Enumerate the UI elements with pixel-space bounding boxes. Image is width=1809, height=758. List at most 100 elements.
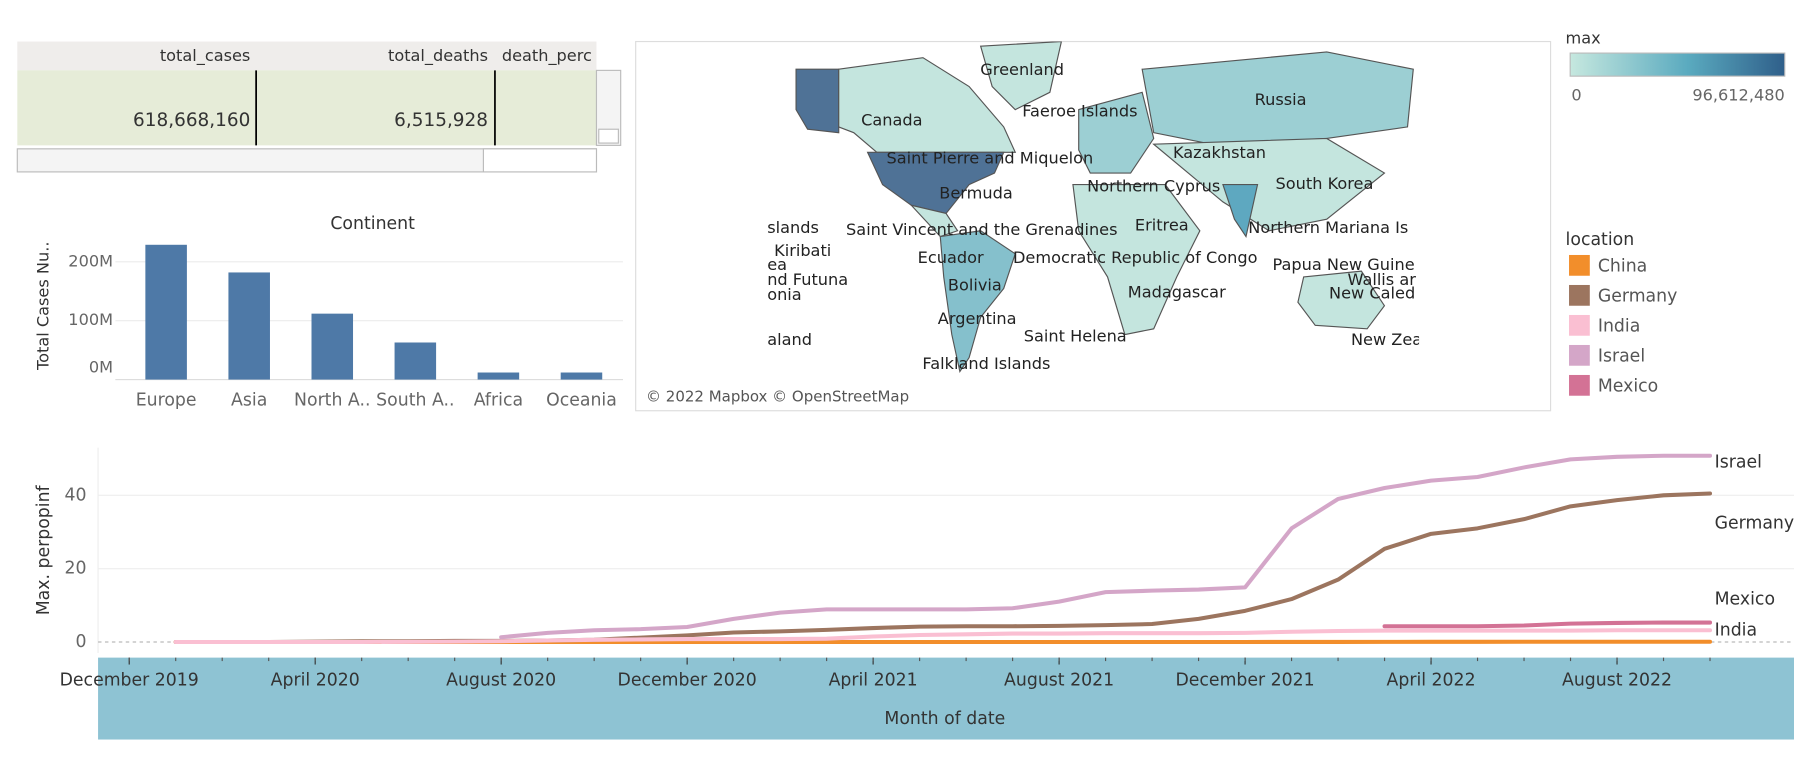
legend-label: China: [1598, 257, 1647, 277]
russia: [1141, 51, 1414, 145]
central-america: [909, 204, 959, 238]
table-cell: 618,668,160: [133, 110, 250, 131]
map-label: Papua New Guine: [1273, 255, 1415, 274]
x-tick-label: Africa: [474, 390, 523, 410]
map-label: Russia: [1255, 90, 1307, 109]
usa: [866, 151, 1005, 215]
map-label: Bermuda: [939, 183, 1012, 202]
africa: [1072, 184, 1201, 336]
bar: [228, 272, 270, 380]
legend-label: Germany: [1598, 287, 1678, 307]
x-tick-label: August 2020: [446, 671, 556, 691]
end-label: Germany: [1715, 513, 1795, 533]
map-label: Northern Mariana Is: [1248, 218, 1408, 237]
y-tick-label: 0M: [89, 358, 113, 377]
map-label: Saint Pierre and Miquelon: [887, 149, 1094, 168]
x-tick-label: Europe: [136, 390, 197, 410]
column-header: total_cases: [160, 46, 251, 66]
map-labels: Greenland Canada Faeroe Islands Russia Saint…: [767, 60, 1422, 373]
end-label: Mexico: [1715, 589, 1775, 609]
legend-swatch: [1569, 314, 1590, 336]
legend-label: Mexico: [1598, 376, 1658, 396]
map-label: South Korea: [1276, 174, 1374, 193]
map-attribution: © 2022 Mapbox © OpenStreetMap: [646, 387, 909, 405]
x-tick-label: December 2021: [1175, 671, 1314, 691]
x-tick-label: Asia: [231, 390, 267, 410]
line-series: [173, 491, 1713, 645]
color-legend: max: [1566, 29, 1786, 77]
map-label: Falkland Islands: [922, 354, 1050, 373]
table-cell: 6,515,928: [394, 110, 488, 131]
x-tick-label: August 2022: [1562, 671, 1672, 691]
y-tick-label: 200M: [68, 251, 113, 270]
map-land: [795, 41, 1414, 373]
legend-label: Israel: [1598, 347, 1645, 367]
map-label: aland: [767, 330, 812, 349]
map-label: New Caled: [1329, 284, 1415, 303]
map-label: Northern Cyprus: [1087, 176, 1220, 195]
y-tick-label: 40: [65, 485, 87, 505]
canada: [838, 57, 1017, 153]
bar: [145, 244, 187, 380]
table-header: [17, 41, 597, 71]
map-label: Kazakhstan: [1173, 143, 1266, 162]
map-label: Greenland: [980, 60, 1064, 79]
legend-swatch: [1569, 344, 1590, 366]
legend-swatch: [1569, 374, 1590, 396]
legend-swatch: [1569, 284, 1590, 306]
column-header: death_perc: [502, 46, 592, 66]
map-label: Democratic Republic of Congo: [1013, 248, 1257, 267]
map-label: Wallis ar: [1348, 270, 1417, 289]
europe: [1078, 91, 1155, 174]
color-tick-label: 96,612,480: [1692, 85, 1784, 104]
map-label: Canada: [861, 111, 922, 130]
map-label: Eritrea: [1135, 216, 1189, 235]
y-tick-label: 0: [76, 632, 87, 652]
color-ramp: [1569, 52, 1786, 77]
x-axis-label: Month of date: [884, 709, 1005, 729]
bar: [311, 313, 354, 380]
greenland: [979, 41, 1062, 111]
end-label: India: [1715, 620, 1757, 640]
map-label: ea: [767, 255, 787, 274]
bar: [394, 342, 437, 380]
y-tick-label: 100M: [68, 310, 113, 329]
x-tick-label: South A..: [376, 390, 454, 410]
australia: [1297, 270, 1386, 330]
table-text: total_cases total_deaths death_perc 618,…: [133, 46, 592, 131]
line-series: [1382, 620, 1713, 629]
x-tick-label: Oceania: [546, 390, 617, 410]
x-tick-label: December 2019: [60, 671, 199, 691]
map-label: Madagascar: [1128, 283, 1226, 302]
bar: [560, 372, 603, 380]
color-tick-label: 0: [1571, 85, 1581, 104]
south-america: [939, 230, 1016, 373]
x-tick-label: August 2021: [1004, 671, 1114, 691]
map-label: onia: [767, 285, 801, 304]
map-label: slands: [767, 218, 819, 237]
map-label: Saint Helena: [1024, 326, 1127, 345]
x-axis-band: [98, 657, 1795, 740]
map-label: New Zea: [1351, 330, 1422, 349]
y-tick-label: 20: [65, 559, 87, 579]
scroll-thumb[interactable]: [482, 148, 598, 173]
bar: [477, 372, 520, 380]
x-tick-label: April 2021: [829, 671, 918, 691]
line-series: [499, 453, 1713, 640]
line-series: [173, 628, 1713, 645]
legend-label: India: [1598, 317, 1640, 337]
y-axis-label: Total Cases Nu..: [33, 242, 52, 371]
legend-title: max: [1566, 29, 1602, 48]
column-header: total_deaths: [388, 46, 488, 66]
end-label: Israel: [1715, 453, 1762, 473]
table-body: [17, 70, 597, 146]
x-tick-label: North A..: [294, 390, 370, 410]
scroll-button[interactable]: [598, 128, 619, 144]
legend-swatch: [1569, 254, 1590, 276]
map-label: Ecuador: [918, 248, 984, 267]
map-label: Argentina: [938, 309, 1017, 328]
india: [1222, 184, 1259, 238]
map-panel: Greenland Canada Faeroe Islands Russia Saint…: [635, 40, 1552, 412]
map-label: Faeroe Islands: [1022, 101, 1137, 120]
